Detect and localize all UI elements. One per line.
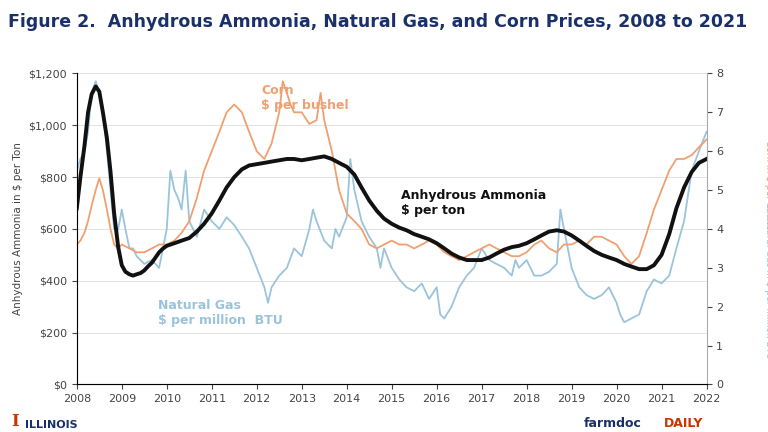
- Text: ILLINOIS: ILLINOIS: [25, 420, 78, 430]
- Text: I: I: [12, 413, 19, 430]
- Y-axis label: Anhydrous Ammonia in $ per Ton: Anhydrous Ammonia in $ per Ton: [13, 143, 23, 315]
- Text: Natural Gas
$ per million  BTU: Natural Gas $ per million BTU: [157, 299, 283, 327]
- Text: Corn in $ per bushel: Corn in $ per bushel: [764, 140, 768, 232]
- Text: & Natural Gas in $ per million BTU: & Natural Gas in $ per million BTU: [764, 203, 768, 359]
- Text: Corn
$ per bushel: Corn $ per bushel: [261, 84, 349, 112]
- Text: farmdoc: farmdoc: [584, 417, 641, 430]
- Text: DAILY: DAILY: [664, 417, 703, 430]
- Text: Anhydrous Ammonia
$ per ton: Anhydrous Ammonia $ per ton: [401, 189, 546, 217]
- Text: Figure 2.  Anhydrous Ammonia, Natural Gas, and Corn Prices, 2008 to 2021: Figure 2. Anhydrous Ammonia, Natural Gas…: [8, 13, 747, 31]
